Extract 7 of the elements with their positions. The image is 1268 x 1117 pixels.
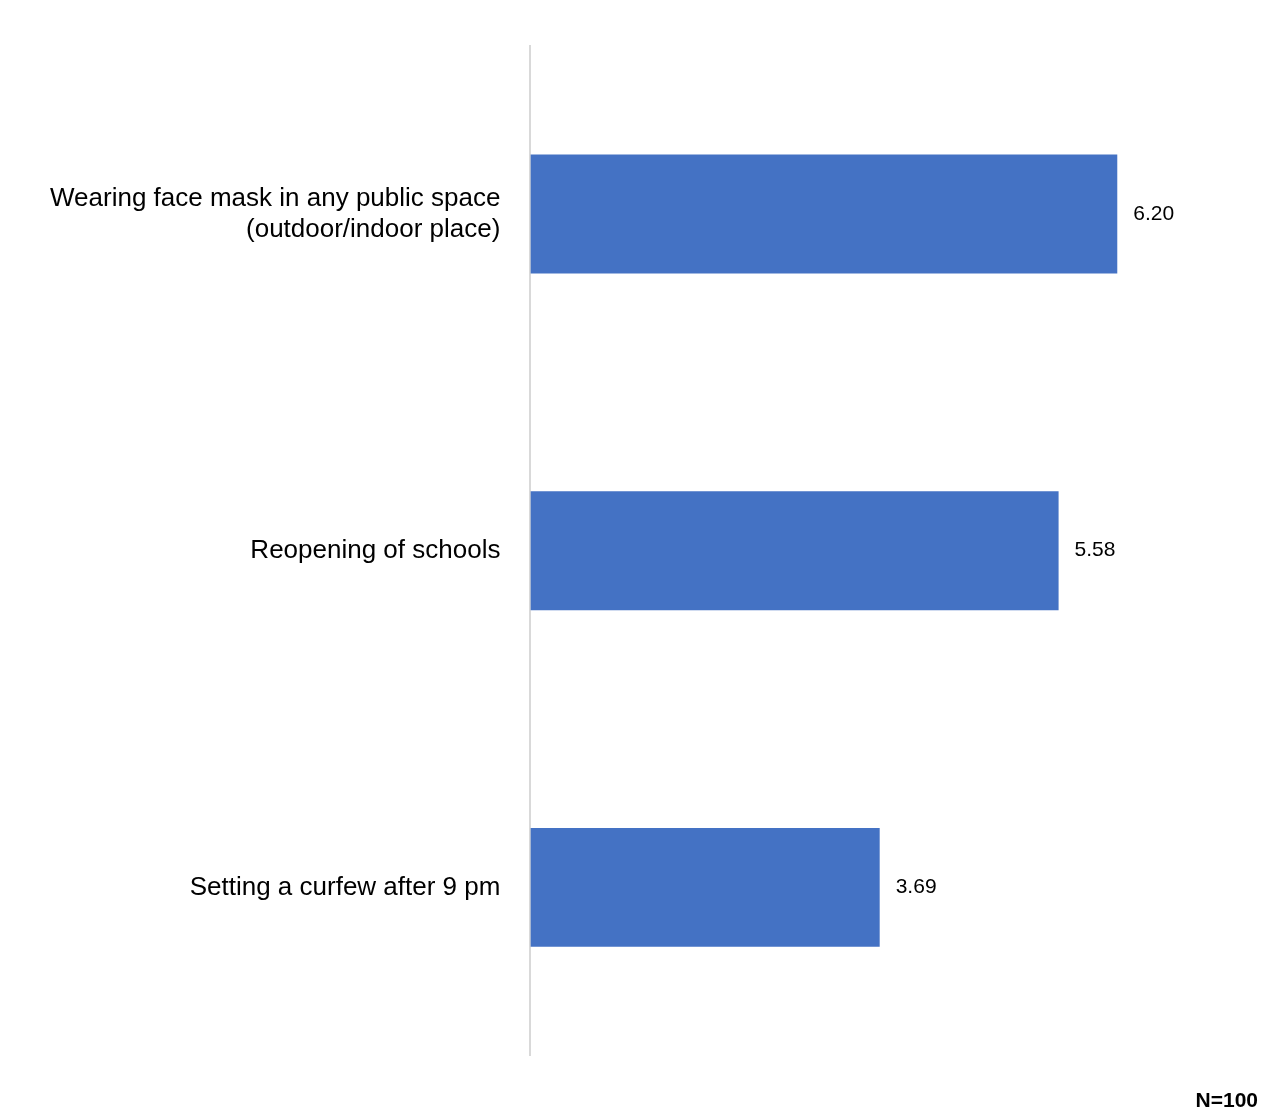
y-tick-label: Wearing face mask in any public space (outdoor/indoor place) — [50, 181, 501, 243]
y-tick-label: Reopening of schools — [250, 533, 501, 564]
data-label: 6.20 — [1133, 200, 1175, 224]
data-label: 5.58 — [1074, 537, 1116, 561]
y-tick-label: Setting a curfew after 9 pm — [189, 870, 501, 901]
data-label: 3.69 — [895, 874, 937, 898]
text: N=100 — [1195, 1087, 1258, 1111]
